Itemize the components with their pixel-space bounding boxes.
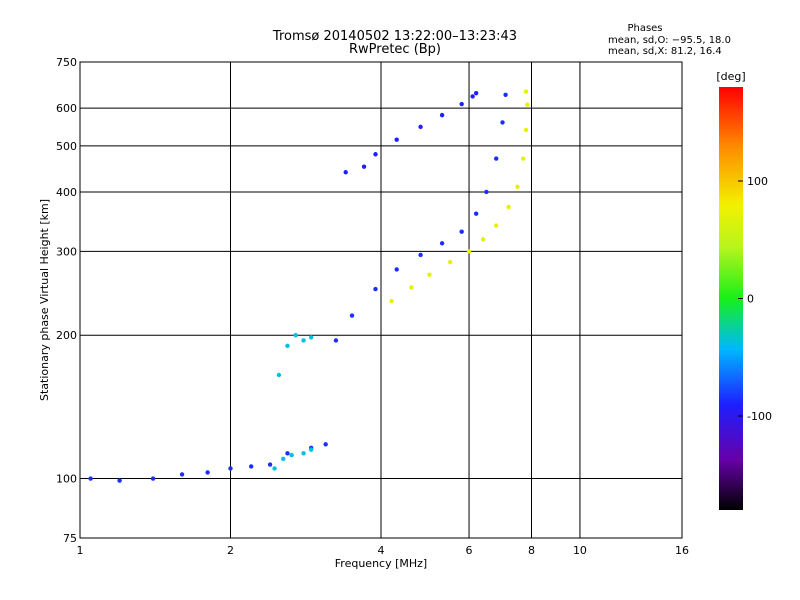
trace-point [409, 285, 414, 290]
trace-point [117, 478, 122, 483]
colorbar-ticks: 100 0 -100 [738, 175, 772, 423]
trace-point [523, 127, 529, 133]
trace-point [228, 466, 233, 471]
trace-point [389, 298, 394, 304]
trace-point [150, 476, 156, 481]
trace-point [361, 164, 367, 169]
x-tick-label: 8 [528, 544, 535, 557]
trace-point [301, 451, 306, 456]
trace-point [427, 272, 432, 277]
trace-point [289, 452, 294, 458]
trace-point [484, 189, 489, 195]
trace-point [349, 313, 355, 318]
trace-point [466, 249, 472, 254]
trace-point [525, 102, 530, 107]
y-tick-label: 200 [56, 329, 77, 342]
y-axis: 75 100 200 300 400 500 600 750 [56, 56, 77, 545]
chart-subtitle: RwPretec (Bp) [349, 42, 441, 57]
trace-point [439, 112, 445, 118]
x-tick-label: 10 [573, 544, 587, 557]
y-tick-label: 500 [56, 140, 77, 153]
trace-point [179, 472, 185, 477]
colorbar-tick-label: -100 [747, 410, 772, 423]
trace-point [293, 333, 298, 338]
phase-stats-x-mode: mean, sd,X: 81.2, 16.4 [608, 46, 722, 57]
trace-point [281, 456, 286, 462]
trace-point [439, 241, 445, 246]
x-tick-label: 16 [675, 544, 689, 557]
trace-point [276, 372, 282, 378]
trace-point [394, 137, 399, 142]
x-tick-label: 4 [378, 544, 385, 557]
trace-point [480, 237, 486, 242]
trace-point [308, 335, 314, 340]
trace-point [205, 470, 210, 475]
trace-point [503, 92, 508, 97]
colorbar-label: [deg] [716, 70, 745, 83]
trace-point [333, 338, 339, 343]
trace-point [521, 156, 526, 161]
trace-point [88, 476, 93, 481]
x-axis: 1 2 4 6 8 10 16 [77, 544, 690, 557]
trace-point [301, 338, 306, 343]
y-tick-label: 400 [56, 186, 77, 199]
trace-point [418, 252, 423, 258]
colorbar-tick-label: 100 [747, 175, 768, 188]
trace-point [470, 94, 475, 99]
x-tick-label: 6 [466, 544, 473, 557]
trace-point [459, 229, 464, 234]
trace-point [447, 259, 453, 265]
trace-point [459, 101, 464, 107]
phase-stats-o-mode: mean, sd,O: −95.5, 18.0 [608, 35, 731, 46]
gridlines [79, 61, 683, 539]
trace-point [494, 223, 499, 228]
trace-point [473, 90, 479, 96]
y-tick-label: 600 [56, 102, 77, 115]
trace-point [248, 464, 254, 469]
trace-point [272, 466, 277, 471]
y-tick-label: 300 [56, 245, 77, 258]
x-tick-label: 2 [227, 544, 234, 557]
x-axis-label: Frequency [MHz] [335, 557, 427, 570]
trace-point [394, 267, 399, 272]
trace-point [285, 343, 290, 349]
x-tick-label: 1 [77, 544, 84, 557]
trace-point [373, 286, 378, 292]
trace-point [285, 451, 290, 456]
trace-point [323, 442, 328, 447]
y-tick-label: 100 [56, 473, 77, 486]
trace-point [473, 211, 479, 216]
trace-point [418, 124, 423, 130]
trace-point [267, 462, 273, 467]
trace-point [523, 89, 529, 94]
colorbar-tick-label: 0 [747, 293, 754, 306]
chart-title: Tromsø 20140502 13:22:00–13:23:43 [272, 29, 517, 44]
trace-points [88, 89, 530, 483]
phase-stats-title: Phases [627, 23, 662, 34]
trace-point [515, 184, 520, 190]
trace-point [308, 447, 314, 452]
trace-point [506, 204, 511, 210]
trace-point [494, 156, 499, 161]
y-axis-label: Stationary phase Virtual Height [km] [38, 199, 51, 401]
trace-point [373, 152, 378, 157]
trace-point [343, 170, 348, 175]
y-tick-label: 750 [56, 56, 77, 69]
trace-point [500, 120, 505, 125]
y-tick-label: 75 [63, 532, 77, 545]
